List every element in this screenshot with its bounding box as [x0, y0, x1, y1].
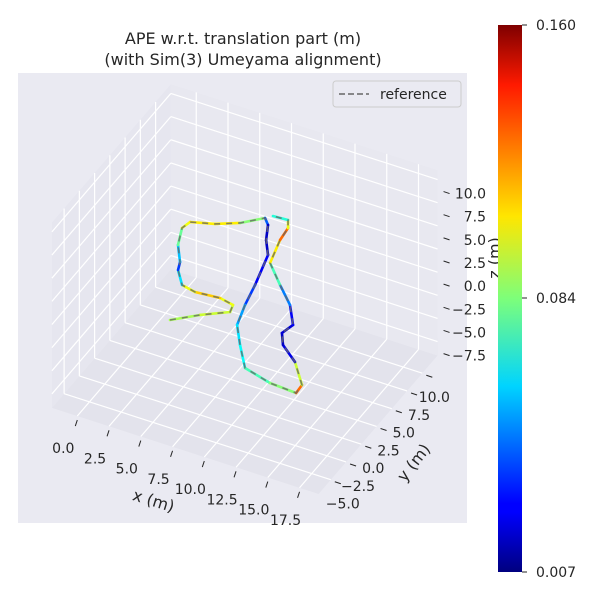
x-tick	[233, 471, 237, 478]
legend: reference	[332, 80, 462, 108]
z-tick	[443, 191, 450, 195]
x-tick-label: 5.0	[116, 462, 138, 478]
x-tick-label: 10.0	[175, 482, 206, 498]
grid-line	[170, 254, 438, 343]
colorbar: 0.160 0.084 0.007	[498, 18, 576, 581]
x-tick-label: 12.5	[206, 492, 237, 508]
grid-line	[51, 185, 172, 325]
x-tick-label: 2.5	[84, 451, 106, 467]
y-tick-label: 7.5	[408, 408, 430, 424]
x-tick	[138, 440, 142, 447]
grid-line	[155, 286, 423, 374]
grid-line	[94, 357, 362, 445]
x-tick-label: 7.5	[147, 472, 169, 488]
z-tick-label: 10.0	[455, 187, 486, 203]
y-tick-label: 5.0	[393, 426, 415, 442]
z-tick-label: 5.0	[464, 233, 486, 249]
grid-line	[51, 162, 172, 302]
z-tick-label: −5.0	[452, 325, 486, 341]
colorbar-tick-label-max: 0.160	[536, 18, 576, 34]
x-tick	[74, 419, 78, 427]
colorbar-gradient	[498, 25, 522, 572]
x-tick	[265, 481, 269, 488]
grid-line	[51, 255, 172, 395]
y-tick	[410, 392, 418, 396]
z-tick-label: 7.5	[464, 210, 486, 226]
grid-line	[124, 322, 392, 410]
z-tick	[443, 329, 450, 333]
y-tick-label: 0.0	[362, 461, 384, 477]
grid-line	[170, 162, 438, 250]
y-tick	[380, 428, 387, 431]
x-tick-label: 0.0	[52, 441, 74, 457]
grid-line	[79, 375, 347, 463]
x-tick	[170, 450, 174, 457]
z-tick-label: −7.5	[452, 349, 486, 365]
grid-line	[170, 139, 438, 227]
grid-line	[170, 92, 438, 181]
chart-title-line-1: APE w.r.t. translation part (m)	[125, 29, 361, 48]
grid-line	[76, 277, 197, 417]
grid-line	[170, 231, 438, 320]
y-tick-label: 10.0	[419, 390, 450, 406]
grid-line	[235, 328, 356, 468]
grid-line	[108, 287, 229, 427]
x-tick-label: 15.0	[238, 503, 269, 519]
z-tick-label: 0.0	[464, 279, 486, 295]
z-tick	[443, 353, 450, 357]
y-tick	[334, 481, 341, 485]
grid-line	[63, 393, 331, 481]
grid-line	[172, 307, 292, 448]
z-tick	[443, 237, 450, 241]
grid-line	[170, 185, 438, 273]
z-tick	[443, 283, 450, 287]
x-tick	[201, 460, 205, 468]
y-tick	[395, 410, 402, 414]
grid-line	[170, 116, 438, 204]
grid-line	[51, 231, 172, 372]
y-tick	[349, 463, 357, 467]
y-tick-label: −5.0	[326, 497, 360, 513]
colorbar-tick-label-mid: 0.084	[536, 291, 576, 307]
grid-line	[51, 93, 172, 233]
grid-line	[51, 116, 172, 256]
colorbar-tick-label-min: 0.007	[536, 565, 576, 581]
back-wall-pane	[170, 84, 438, 356]
trajectory-segment	[253, 253, 270, 287]
z-tick-label: −2.5	[452, 302, 486, 318]
grid-line	[299, 348, 419, 489]
trajectory-segment	[198, 310, 232, 317]
legend-reference-label: reference	[380, 87, 447, 103]
grid-line	[51, 139, 172, 279]
chart-title-line-2: (with Sim(3) Umeyama alignment)	[104, 50, 381, 69]
z-tick	[443, 214, 450, 218]
y-tick	[365, 445, 372, 449]
z-tick	[443, 306, 450, 310]
left-wall-pane	[51, 84, 171, 408]
grid-line	[140, 304, 408, 392]
z-tick	[443, 260, 450, 264]
y-tick-label: 2.5	[377, 443, 399, 459]
grid-line	[267, 338, 388, 478]
grid-line	[51, 208, 172, 349]
y-tick-label: −2.5	[341, 479, 375, 495]
z-tick-label: 2.5	[464, 256, 486, 272]
x-tick	[106, 430, 110, 437]
grid-line	[109, 339, 377, 428]
x-tick-label: 17.5	[270, 513, 301, 529]
grid-line	[203, 318, 324, 458]
legend-box	[332, 80, 462, 108]
reference-trajectory	[169, 215, 303, 394]
y-tick	[426, 374, 433, 378]
x-tick	[297, 491, 301, 498]
